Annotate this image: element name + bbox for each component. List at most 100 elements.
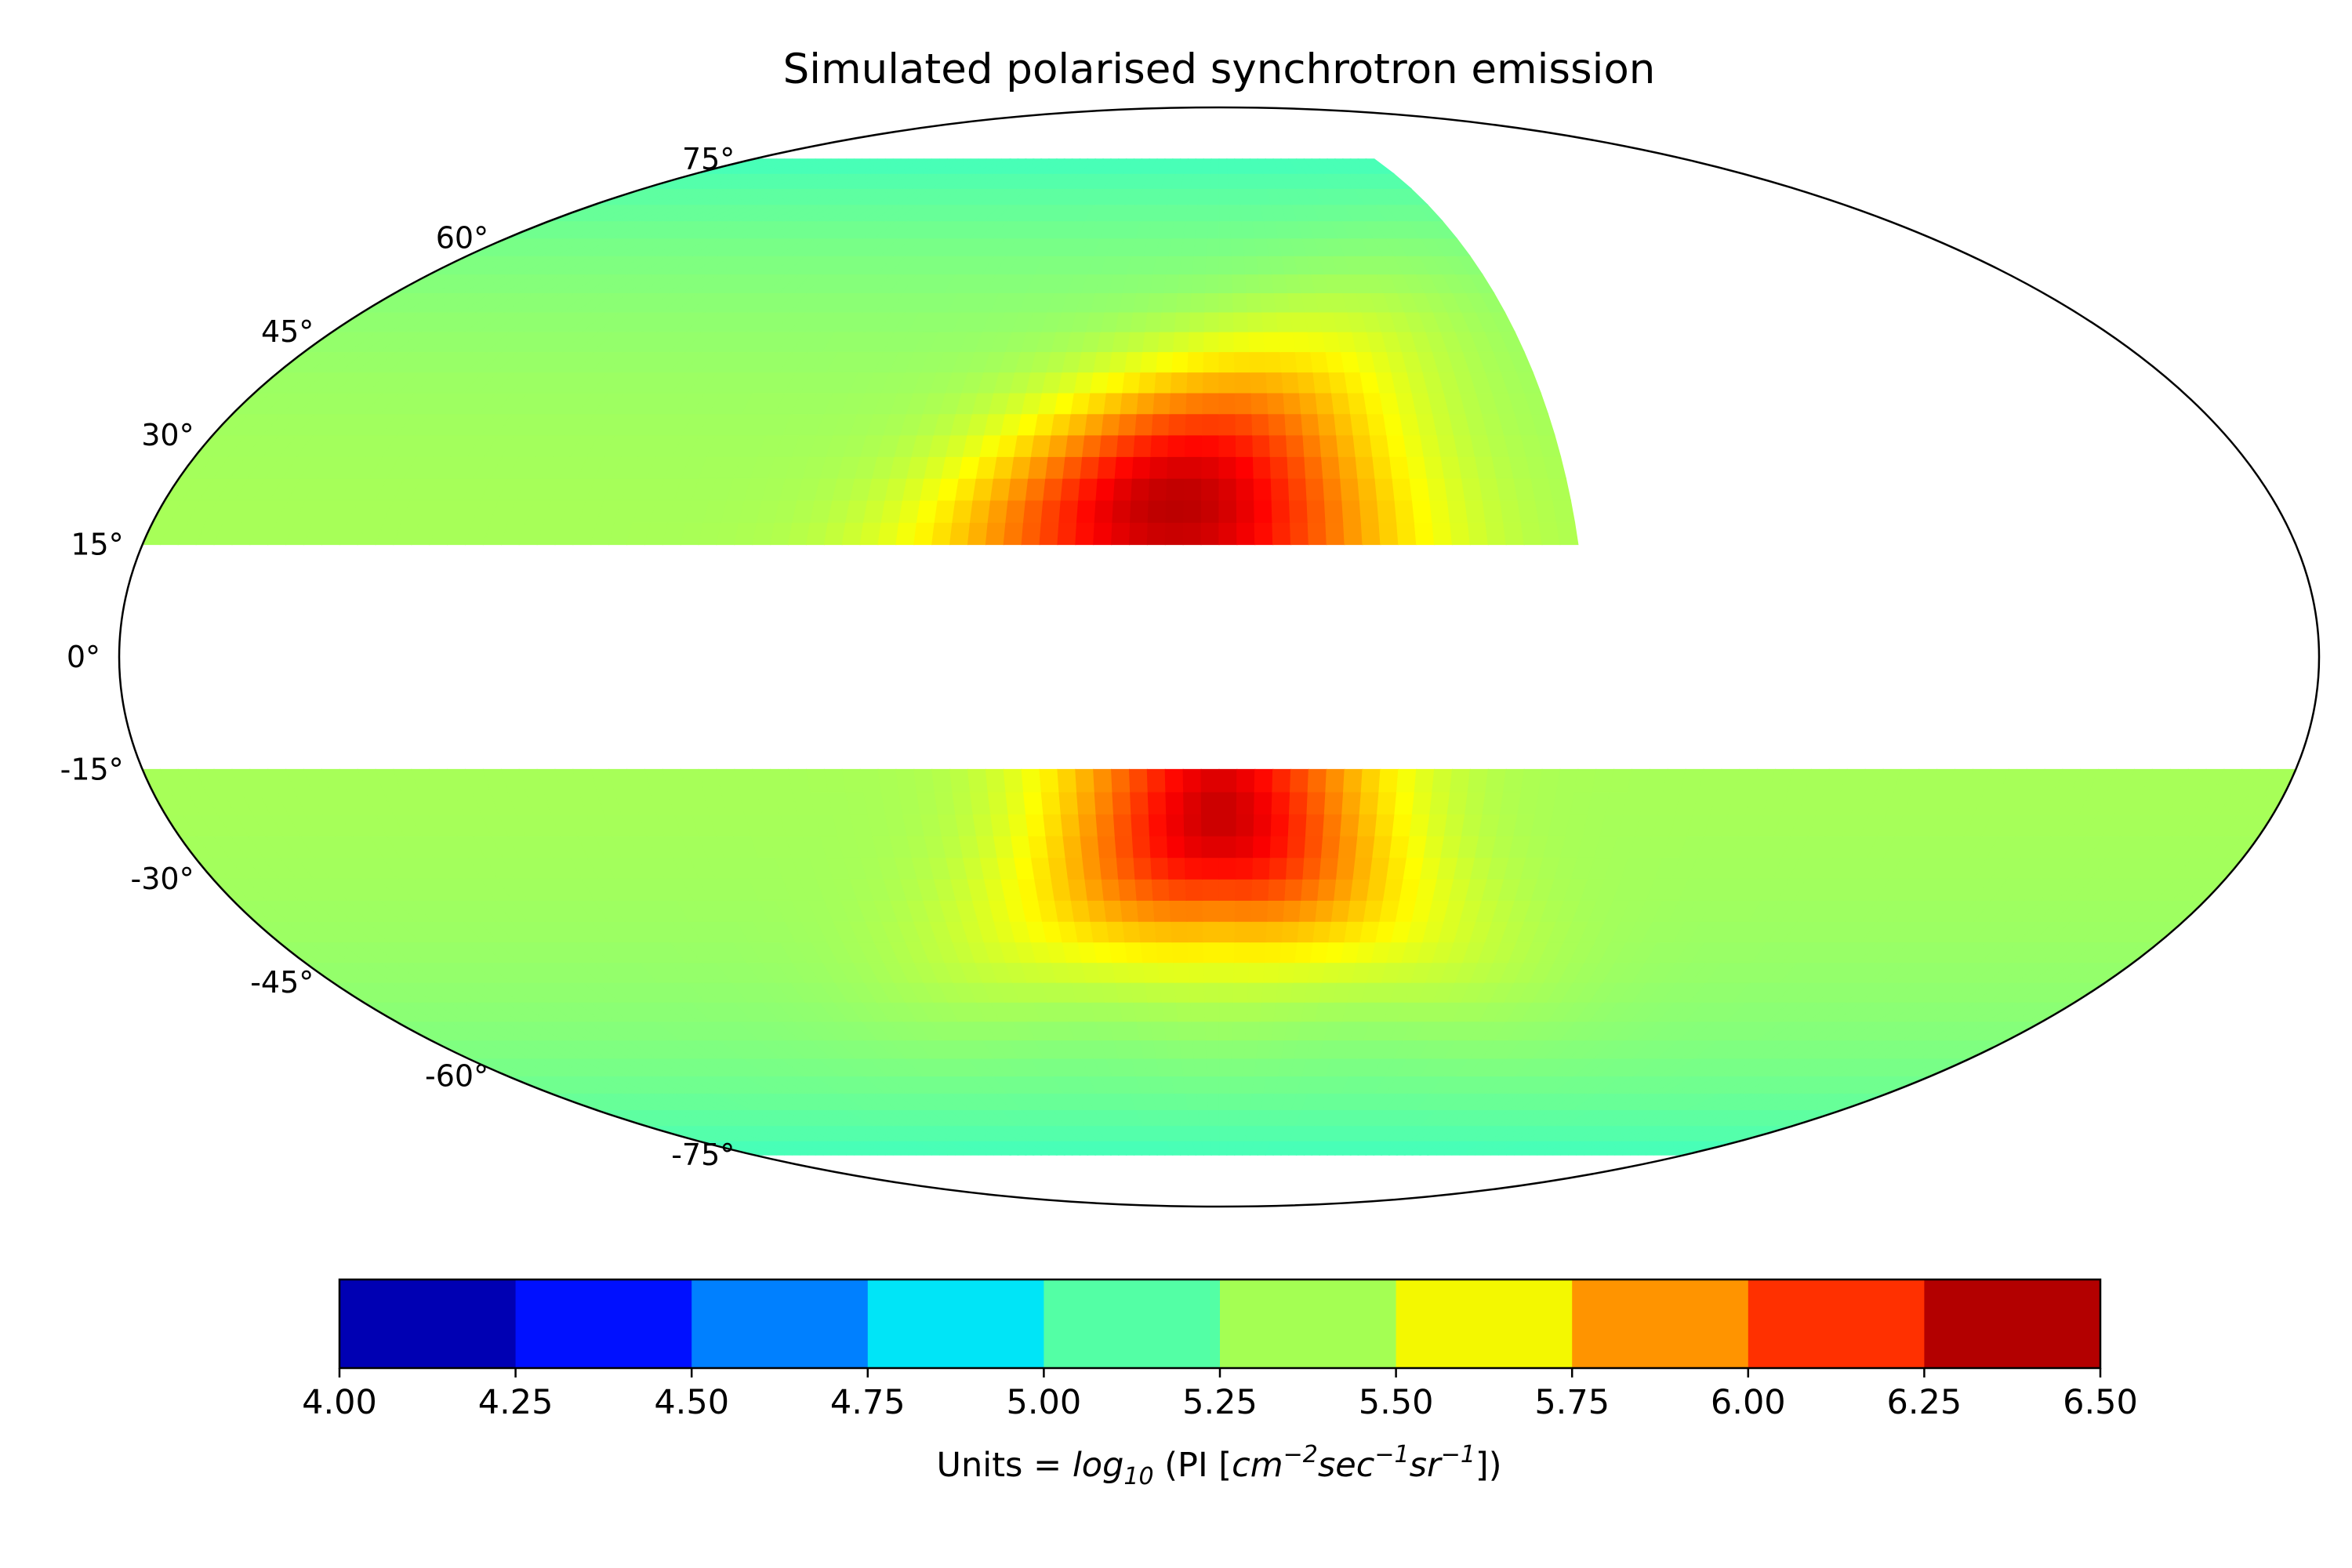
map-pixel xyxy=(1114,456,1134,479)
map-pixel xyxy=(1154,920,1173,943)
map-pixel xyxy=(967,521,989,546)
map-pixel xyxy=(1130,791,1150,815)
map-pixel xyxy=(1189,982,1206,1003)
map-pixel xyxy=(1182,768,1202,793)
latitude-tick-label: -15° xyxy=(60,753,124,787)
colorbar-tick-label: 4.75 xyxy=(830,1383,906,1422)
map-pixel xyxy=(1147,791,1167,815)
map-pixel xyxy=(1252,456,1272,479)
map-pixel xyxy=(1206,1058,1220,1077)
map-pixel xyxy=(1109,350,1128,373)
map-pixel xyxy=(1007,813,1029,837)
map-pixel xyxy=(1465,791,1486,815)
map-pixel xyxy=(1503,768,1525,793)
map-pixel xyxy=(1232,292,1249,313)
latitude-tick-label: 15° xyxy=(71,528,123,562)
map-pixel xyxy=(1414,521,1436,546)
map-pixel xyxy=(1236,521,1256,546)
map-pixel xyxy=(1047,434,1069,457)
map-pixel xyxy=(1191,1020,1207,1041)
map-pixel xyxy=(1218,371,1236,394)
map-pixel xyxy=(1011,835,1033,858)
map-pixel xyxy=(1209,1125,1220,1142)
map-pixel xyxy=(949,521,971,546)
map-pixel xyxy=(1192,255,1207,275)
map-pixel xyxy=(1306,791,1327,815)
map-pixel xyxy=(1288,791,1308,815)
map-pixel xyxy=(1124,941,1144,964)
map-pixel xyxy=(1196,204,1210,222)
map-pixel xyxy=(1183,791,1203,815)
map-pixel xyxy=(1285,434,1305,457)
map-pixel xyxy=(1305,477,1326,501)
map-pixel xyxy=(1389,835,1410,858)
map-pixel xyxy=(1147,292,1165,313)
map-pixel xyxy=(1181,1058,1196,1077)
colorbar-tick-label: 5.75 xyxy=(1534,1383,1610,1422)
map-pixel xyxy=(1133,434,1153,457)
map-pixel xyxy=(1147,1001,1165,1022)
map-pixel xyxy=(1201,158,1212,174)
map-pixel xyxy=(1175,1001,1192,1022)
map-pixel xyxy=(1040,791,1062,815)
map-pixel xyxy=(1294,350,1314,373)
map-pixel xyxy=(1185,204,1200,222)
map-pixel xyxy=(1082,434,1102,457)
map-pixel xyxy=(1236,813,1255,837)
map-pixel xyxy=(1189,292,1207,313)
map-pixel xyxy=(1076,499,1097,523)
map-pixel xyxy=(1131,477,1151,501)
map-pixel xyxy=(1149,1020,1167,1041)
map-pixel xyxy=(1269,434,1288,457)
map-pixel xyxy=(1201,456,1220,479)
colorbar-bin xyxy=(1572,1279,1749,1368)
map-pixel xyxy=(1201,857,1220,880)
map-pixel xyxy=(1185,878,1203,901)
map-pixel xyxy=(1207,1075,1220,1094)
map-pixel xyxy=(1168,238,1185,256)
map-pixel xyxy=(1203,941,1220,964)
map-pixel xyxy=(1005,499,1027,523)
map-pixel xyxy=(1134,413,1154,436)
map-pixel xyxy=(1025,813,1047,837)
map-pixel xyxy=(1057,768,1078,793)
map-pixel xyxy=(895,521,918,546)
map-pixel xyxy=(1218,1125,1229,1142)
map-pixel xyxy=(1334,413,1354,436)
map-pixel xyxy=(1360,768,1381,793)
map-pixel xyxy=(1067,878,1088,901)
map-pixel xyxy=(1284,413,1304,436)
map-pixel xyxy=(1183,499,1203,523)
map-pixel xyxy=(1078,477,1098,501)
map-pixel xyxy=(1149,835,1169,858)
map-pixel xyxy=(1264,941,1283,964)
map-pixel xyxy=(1409,813,1431,837)
map-pixel xyxy=(1131,456,1152,479)
map-pixel xyxy=(1152,899,1172,922)
map-pixel xyxy=(1218,413,1237,436)
map-pixel xyxy=(1165,499,1185,523)
map-pixel xyxy=(1007,477,1029,501)
map-pixel xyxy=(1283,899,1302,922)
map-pixel xyxy=(1148,477,1168,501)
colorbar-bin xyxy=(1396,1279,1573,1368)
map-pixel xyxy=(877,768,900,793)
map-pixel xyxy=(1319,434,1340,457)
map-pixel xyxy=(1262,331,1281,353)
map-pixel xyxy=(1218,813,1238,837)
map-pixel xyxy=(1338,835,1359,858)
map-pixel xyxy=(1130,499,1150,523)
map-pixel xyxy=(1149,456,1169,479)
map-pixel xyxy=(1218,768,1238,793)
map-pixel xyxy=(1093,768,1113,793)
map-pixel xyxy=(1277,331,1296,353)
map-pixel xyxy=(1230,238,1245,256)
map-pixel xyxy=(1105,371,1126,394)
map-pixel xyxy=(1209,172,1220,189)
map-pixel xyxy=(1264,350,1283,373)
units-sr: sr xyxy=(1410,1446,1443,1485)
map-pixel xyxy=(1266,392,1286,415)
map-pixel xyxy=(1146,521,1167,546)
map-pixel xyxy=(1271,499,1291,523)
map-pixel xyxy=(1140,350,1159,373)
